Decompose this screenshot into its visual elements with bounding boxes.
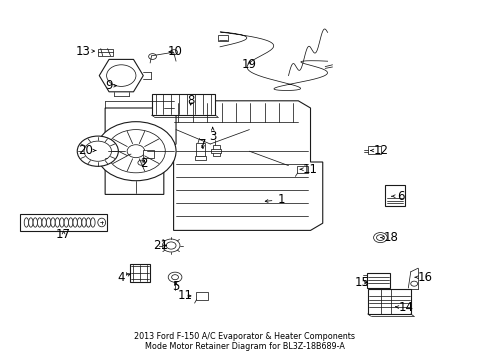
Circle shape — [96, 122, 176, 181]
Circle shape — [84, 141, 111, 161]
Text: 5: 5 — [172, 280, 180, 293]
Text: 4: 4 — [117, 271, 130, 284]
Circle shape — [162, 239, 180, 252]
Ellipse shape — [33, 218, 38, 227]
Bar — [297, 166, 307, 173]
Text: 9: 9 — [104, 79, 116, 92]
Circle shape — [171, 275, 178, 280]
Circle shape — [376, 235, 384, 240]
Text: 2013 Ford F-150 A/C Evaporator & Heater Components
Mode Motor Retainer Diagram f: 2013 Ford F-150 A/C Evaporator & Heater … — [134, 332, 354, 351]
Circle shape — [106, 130, 165, 173]
Text: 18: 18 — [380, 231, 398, 244]
Circle shape — [170, 50, 177, 55]
Ellipse shape — [29, 218, 33, 227]
Bar — [194, 156, 206, 160]
Text: 19: 19 — [242, 58, 256, 71]
Text: 2: 2 — [140, 157, 148, 170]
Circle shape — [168, 272, 182, 282]
Text: 11: 11 — [177, 289, 192, 302]
Ellipse shape — [68, 218, 73, 227]
Text: 6: 6 — [391, 190, 404, 203]
Circle shape — [166, 242, 176, 249]
Text: 20: 20 — [78, 144, 96, 157]
Text: 7: 7 — [199, 138, 206, 151]
Bar — [211, 149, 221, 153]
Text: 12: 12 — [370, 144, 388, 157]
Bar — [195, 292, 207, 300]
Ellipse shape — [81, 218, 86, 227]
Bar — [195, 143, 205, 156]
Ellipse shape — [77, 218, 81, 227]
Bar — [217, 35, 228, 41]
Ellipse shape — [42, 218, 46, 227]
Bar — [366, 273, 389, 288]
Circle shape — [373, 233, 386, 243]
Circle shape — [127, 145, 144, 158]
Bar — [385, 185, 404, 206]
Ellipse shape — [90, 218, 95, 227]
Text: 21: 21 — [153, 239, 167, 252]
Text: 14: 14 — [395, 301, 412, 314]
Text: 13: 13 — [76, 45, 94, 58]
Ellipse shape — [51, 218, 55, 227]
Ellipse shape — [64, 218, 68, 227]
Bar — [367, 146, 381, 154]
Text: 1: 1 — [264, 193, 285, 206]
Bar — [212, 145, 220, 156]
Circle shape — [138, 160, 144, 165]
Text: 8: 8 — [186, 94, 194, 107]
Ellipse shape — [86, 218, 90, 227]
Bar — [142, 150, 153, 158]
Ellipse shape — [38, 218, 42, 227]
Bar — [98, 49, 113, 56]
Text: 16: 16 — [414, 271, 432, 284]
Circle shape — [106, 65, 136, 86]
Ellipse shape — [46, 218, 51, 227]
Ellipse shape — [55, 218, 60, 227]
Bar — [151, 94, 215, 115]
Text: 10: 10 — [167, 45, 182, 58]
Ellipse shape — [73, 218, 77, 227]
Bar — [367, 289, 410, 314]
Polygon shape — [99, 59, 143, 92]
Ellipse shape — [60, 218, 64, 227]
Text: 15: 15 — [354, 276, 368, 289]
Bar — [20, 214, 106, 231]
Polygon shape — [173, 101, 322, 230]
Text: 3: 3 — [208, 127, 216, 143]
Circle shape — [77, 136, 118, 166]
Ellipse shape — [24, 218, 28, 227]
Text: 11: 11 — [300, 163, 317, 176]
Polygon shape — [105, 108, 176, 194]
Circle shape — [148, 54, 156, 59]
Bar — [129, 264, 150, 282]
Text: 17: 17 — [56, 228, 71, 241]
Circle shape — [410, 281, 417, 286]
Ellipse shape — [98, 218, 105, 227]
